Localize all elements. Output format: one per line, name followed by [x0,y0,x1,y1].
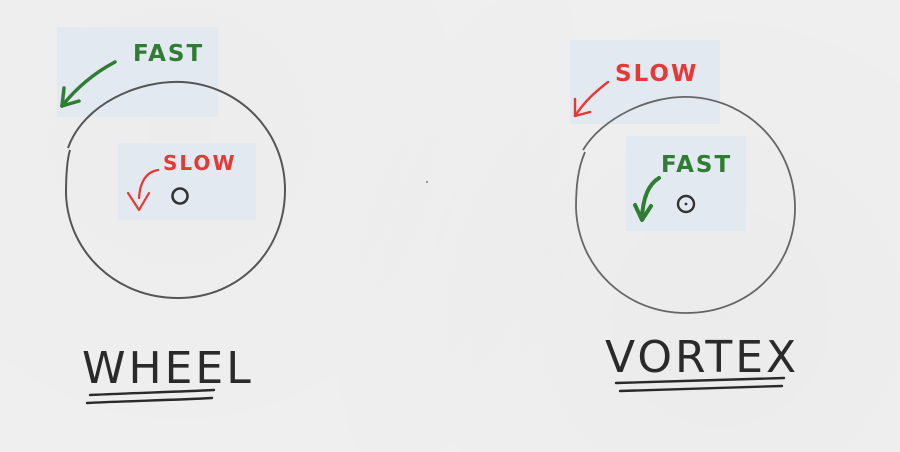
wheel-outer-label: FAST [133,41,204,67]
vortex-panel: SLOW FAST VORTEX [570,40,799,393]
wheel-center-ring [171,187,189,205]
wheel-panel: FAST SLOW WHEEL [57,27,287,405]
wheel-circle [64,80,287,300]
vortex-center-dot [684,202,688,206]
wheel-slow-arrow-icon [126,168,160,212]
vortex-title: VORTEX [605,332,799,383]
vortex-outer-label: SLOW [615,61,698,87]
vortex-center-ring [676,194,696,214]
vortex-slow-arrow-icon [573,80,610,118]
vortex-circle [575,96,796,314]
vortex-title-underline [614,376,786,393]
wheel-inner-label: SLOW [163,151,237,175]
vortex-inner-label: FAST [661,152,732,178]
wheel-title-underline [85,388,216,405]
wheel-fast-arrow-icon [60,60,117,108]
wheel-title: WHEEL [82,343,254,394]
wheel-outer-label-highlight [57,27,218,117]
vortex-outer-label-highlight [570,40,720,124]
vortex-fast-arrow-icon [633,176,661,222]
paper-speck [426,181,428,183]
